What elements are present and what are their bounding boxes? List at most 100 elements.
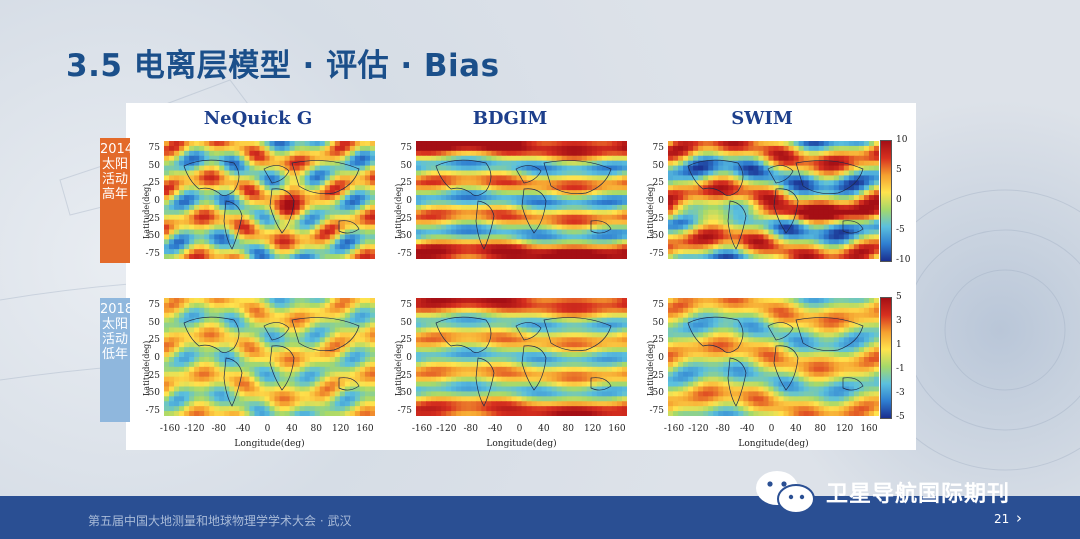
x-tick-label: 160 [860,424,878,434]
y-tick-label: 50 [400,160,412,171]
y-tick-label: 0 [406,353,412,363]
x-axis-label: Longitude(deg) [738,439,809,449]
continent-outline [727,200,747,250]
column-title-nequick: NeQuick G [203,108,313,129]
colorbar-tick-label: 0 [896,195,902,205]
continent-outline [435,159,492,196]
y-tick-label: 50 [148,160,160,171]
y-axis-label: Latitude(deg) [646,183,655,239]
continent-outline [435,316,492,353]
y-axis-label: Latitude(deg) [142,340,151,396]
y-tick-label: 50 [652,317,664,328]
x-tick-label: -120 [436,424,457,434]
continent-outline [590,377,612,391]
footer-conference: 第五届中国大地测量和地球物理学学术大会 · 武汉 [88,514,352,528]
continent-outline [767,165,794,184]
x-tick-label: -160 [159,424,181,434]
x-tick-label: 40 [286,424,298,434]
y-tick-label: 75 [652,300,664,310]
y-tick-label: 0 [658,353,664,363]
x-tick-label: -40 [235,424,251,434]
continent-outline [183,159,240,196]
continent-outline [795,317,864,352]
x-tick-label: -40 [739,424,755,434]
y-axis-label: Latitude(deg) [646,340,655,396]
heatmap-nequick-g-2018 [164,298,375,416]
y-tick-label: 75 [400,300,412,310]
continent-outline [773,345,799,391]
colorbar-2018 [880,297,892,419]
colorbar-tick-label: -5 [896,225,905,235]
x-tick-label: 80 [310,424,322,434]
y-axis-label: Latitude(deg) [394,183,403,239]
y-tick-label: -25 [145,213,161,224]
y-tick-label: -50 [145,388,161,399]
heatmap-bdgim-2018 [416,298,627,416]
y-tick-label: 25 [652,335,664,346]
x-tick-label: -160 [663,424,685,434]
continent-outline [223,357,243,407]
y-tick-label: -50 [145,231,161,242]
y-tick-label: 25 [400,178,412,189]
continent-outline [590,220,612,234]
colorbar-tick-label: -5 [896,412,905,422]
continent-outline [269,188,295,234]
y-tick-label: -50 [397,231,413,242]
x-tick-label: -160 [411,424,433,434]
continent-outline [515,322,542,341]
y-tick-label: 0 [154,196,160,206]
continent-outline [223,200,243,250]
x-tick-label: 160 [608,424,626,434]
continent-outline [338,377,360,391]
row-label-2014: 2014太阳活动高年 [100,138,133,263]
continent-outline [521,345,547,391]
continent-outline [773,188,799,234]
continent-outline [687,159,744,196]
y-tick-label: 25 [148,178,160,189]
colorbar-tick-label: 5 [896,292,902,302]
y-tick-label: 0 [154,353,160,363]
slide-title: 3.5 电离层模型 · 评估 · Bias [66,48,500,84]
colorbar-tick-label: -1 [896,364,905,374]
continent-outline [291,317,360,352]
y-axis-label: Latitude(deg) [142,183,151,239]
x-tick-label: -40 [487,424,503,434]
x-tick-label: -120 [688,424,709,434]
y-tick-label: -75 [397,249,413,259]
colorbar-tick-label: 1 [896,340,902,350]
x-tick-label: 0 [768,424,775,434]
y-tick-label: 50 [148,317,160,328]
y-axis-label: Latitude(deg) [394,340,403,396]
y-tick-label: -75 [649,406,665,416]
y-tick-label: -25 [649,213,665,224]
colorbar-2014 [880,140,892,262]
continent-outline [521,188,547,234]
x-axis-label: Longitude(deg) [234,439,305,449]
wechat-icon [756,471,815,514]
continent-outline [515,165,542,184]
next-arrow-icon[interactable]: › [1016,509,1022,527]
colorbar-tick-label: 3 [896,316,902,326]
heatmap-nequick-g-2014 [164,141,375,259]
continent-outline [263,165,290,184]
x-axis-label: Longitude(deg) [486,439,557,449]
x-tick-label: -80 [463,424,479,434]
continent-outline [842,220,864,234]
x-tick-label: 0 [264,424,271,434]
continent-outline [183,316,240,353]
x-tick-label: -80 [715,424,731,434]
x-tick-label: 120 [584,424,602,434]
continent-outline [543,317,612,352]
x-tick-label: 120 [836,424,854,434]
continent-outline [263,322,290,341]
heatmap-swim-2018 [668,298,879,416]
continent-outline [475,200,495,250]
continent-outline [475,357,495,407]
x-tick-label: 80 [562,424,574,434]
row-label-2018: 2018太阳活动低年 [100,298,133,422]
heatmap-bdgim-2014 [416,141,627,259]
y-tick-label: 25 [148,335,160,346]
y-tick-label: 25 [400,335,412,346]
continent-outline [727,357,747,407]
y-tick-label: -25 [145,370,161,381]
